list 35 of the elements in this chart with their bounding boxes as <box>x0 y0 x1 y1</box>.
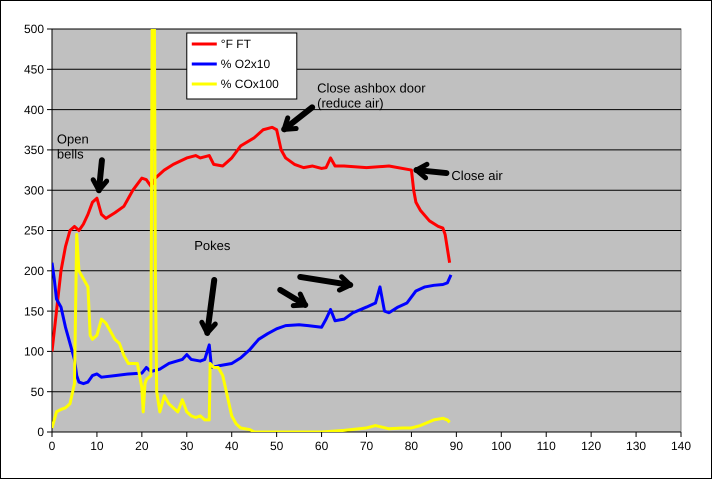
annotation: Open bells <box>56 131 89 162</box>
line-series <box>52 261 452 386</box>
annotation: Pokes <box>194 238 231 253</box>
y-tick-label: 300 <box>24 183 44 198</box>
y-tick-label: 50 <box>30 384 44 399</box>
y-tick-label: 100 <box>24 344 44 359</box>
x-tick-label: 110 <box>536 439 556 453</box>
y-tick-label: 250 <box>24 224 44 238</box>
x-tick-label: 100 <box>491 439 512 453</box>
y-tick-label: 0 <box>37 425 44 440</box>
x-tick-label: 50 <box>270 439 284 453</box>
line-series <box>52 126 452 353</box>
x-tick-label: 90 <box>450 439 464 453</box>
y-tick-label: 500 <box>24 22 44 36</box>
x-tick-label: 70 <box>360 439 374 453</box>
legend-label: °F FT <box>220 37 252 52</box>
y-tick-label: 150 <box>24 304 44 318</box>
annotation: Close air <box>451 168 504 184</box>
legend-label: % COx100 <box>220 77 280 92</box>
x-tick-label: 20 <box>135 439 149 453</box>
x-tick-label: 140 <box>670 439 692 453</box>
x-tick-label: 10 <box>90 439 104 453</box>
x-tick-label: 40 <box>225 439 239 453</box>
x-tick-label: 80 <box>404 439 418 453</box>
y-tick-label: 450 <box>24 62 44 76</box>
x-tick-label: 0 <box>48 439 56 453</box>
x-tick-label: 60 <box>314 439 329 453</box>
legend-label: % O2x10 <box>220 57 270 72</box>
y-tick-label: 350 <box>24 143 44 158</box>
annotation: Close ashbox door (reduce air) <box>317 80 426 110</box>
x-tick-label: 120 <box>581 439 602 453</box>
y-tick-label: 400 <box>24 102 44 117</box>
x-tick-label: 30 <box>180 439 194 453</box>
y-tick-label: 200 <box>24 264 44 278</box>
x-tick-label: 130 <box>626 439 646 453</box>
